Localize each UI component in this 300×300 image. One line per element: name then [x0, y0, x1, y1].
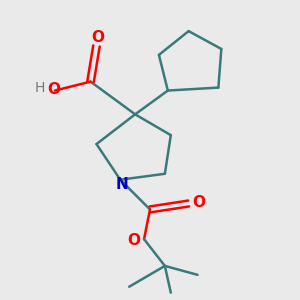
Text: N: N	[116, 177, 128, 192]
Text: H: H	[35, 81, 45, 94]
Text: O: O	[92, 30, 104, 45]
Text: O: O	[47, 82, 60, 97]
Text: O: O	[127, 233, 140, 248]
Text: O: O	[193, 194, 206, 209]
